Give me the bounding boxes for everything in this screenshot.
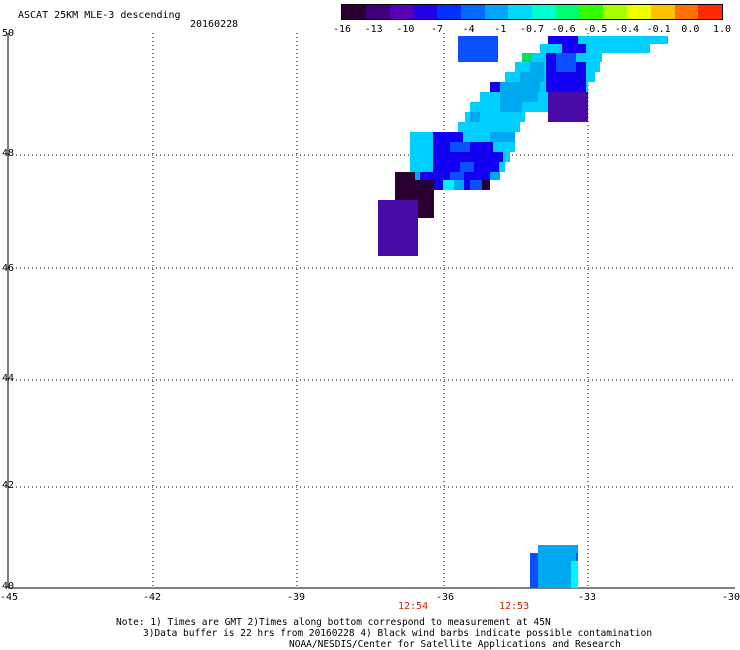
colorbar-tick-label: -0.5 [583,24,608,35]
lon-label-m30: -30 [722,592,740,603]
colorbar-segment [603,5,627,19]
wind-cell [470,112,480,122]
colorbar-tick-label: -0.1 [646,24,671,35]
colorbar-tick-label: -13 [364,24,383,35]
colorbar-segment [389,5,414,19]
colorbar-segment [437,5,461,19]
colorbar-segment [413,5,437,19]
colorbar-segment [484,5,509,19]
wind-cell [538,561,572,569]
note-line-1: Note: 1) Times are GMT 2)Times along bot… [116,617,551,628]
wind-cell [571,561,578,569]
wind-cell [538,553,576,561]
colorbar-segment [342,5,366,19]
wind-cell [433,152,503,162]
colorbar-tick-label: -1 [494,24,507,35]
wind-cell [556,62,576,72]
wind-cell [500,92,538,102]
lon-label-m33: -33 [578,592,597,603]
colorbar-segment [650,5,675,19]
map-date: 20160228 [190,19,239,30]
lat-label-44: 44 [2,373,15,384]
colorbar-tick-label: 0.0 [681,24,700,35]
wind-cell [458,36,498,62]
wind-cell [562,44,586,53]
colorbar-segment [555,5,580,19]
wind-cell [556,53,576,62]
lat-label-46: 46 [2,263,15,274]
time-label-1253: 12:53 [499,601,530,612]
colorbar-segment [532,5,556,19]
wind-cell [433,132,463,142]
wind-cell [415,180,434,190]
colorbar-segment [508,5,532,19]
wind-cell [548,36,578,44]
colorbar-tick-label: -7 [430,24,444,35]
note-line-2: 3)Data buffer is 22 hrs from 20160228 4)… [143,628,653,639]
colorbar-segment [365,5,390,19]
wind-cell [540,44,650,53]
lat-label-42: 42 [2,480,15,491]
time-label-1254: 12:54 [398,601,429,612]
wind-cell [490,82,500,92]
wind-cell [482,180,490,190]
wind-cell [530,62,544,72]
wind-cell [470,180,482,190]
wind-cell [470,102,588,112]
lat-label-48: 48 [2,148,15,159]
wind-cell [458,122,520,132]
colorbar-tick-label: -0.4 [614,24,640,35]
wind-cell [450,172,464,180]
lon-label-m42: -42 [143,592,162,603]
wind-cell [548,92,588,102]
wind-cell [443,180,454,190]
wind-cell [500,82,540,92]
colorbar-tick-label: -10 [396,24,415,35]
colorbar-tick-label: -0.6 [551,24,576,35]
wind-cell [450,142,470,152]
wind-cell [454,180,464,190]
lat-label-40: 40 [2,581,15,592]
wind-cell [546,72,586,82]
colorbar-segment [674,5,699,19]
lon-label-m45: -45 [0,592,19,603]
colorbar-tick-label: -0.7 [519,24,545,35]
wind-cell [395,200,415,218]
lat-label-50: 50 [2,28,15,39]
wind-cell [548,36,668,44]
note-line-3: NOAA/NESDIS/Center for Satellite Applica… [289,639,621,650]
colorbar-segment [698,5,722,19]
lon-label-m39: -39 [287,592,306,603]
wind-cell [538,569,572,588]
wind-cell [465,112,525,122]
map-title: ASCAT 25KM MLE-3 descending [18,10,181,21]
wind-cell [500,102,522,112]
lon-label-m36: -36 [436,592,455,603]
wind-cell [395,172,415,200]
wind-cell [548,112,588,122]
colorbar [341,4,723,20]
wind-cell [490,132,515,142]
wind-cell [538,545,578,553]
colorbar-tick-label: -16 [332,24,352,35]
wind-cell [520,72,544,82]
wind-cell [415,190,434,218]
wind-cell [571,569,578,588]
colorbar-segment [627,5,651,19]
colorbar-tick-label: 1.0 [712,24,732,35]
wind-cell [522,53,532,62]
wind-cell [548,102,588,112]
colorbar-segment [460,5,485,19]
colorbar-tick-label: -4 [462,24,475,35]
wind-cell [460,162,474,172]
colorbar-segment [579,5,604,19]
wind-cell [546,82,586,92]
